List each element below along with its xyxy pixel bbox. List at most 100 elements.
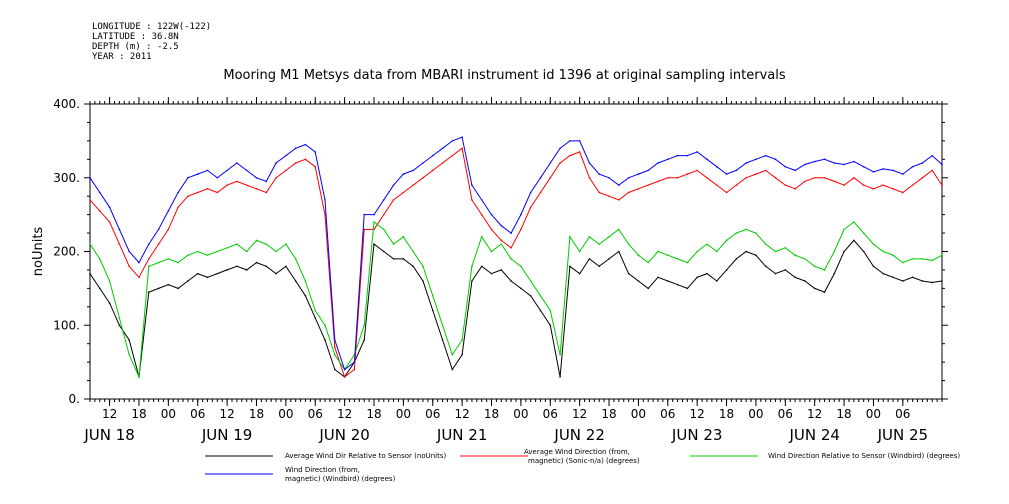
series-4-point	[764, 154, 767, 157]
series-2-point	[735, 184, 738, 186]
series-1-point	[167, 283, 170, 286]
series-1-point	[823, 291, 826, 293]
series-4-point	[676, 154, 679, 157]
series-1-point	[911, 276, 914, 279]
series-4-point	[735, 169, 738, 172]
series-1-point	[804, 280, 806, 282]
series-4-point	[431, 154, 434, 157]
series-3-point	[216, 250, 219, 253]
series-3-point	[206, 254, 209, 256]
series-2-point	[265, 191, 268, 194]
series-3-point	[755, 232, 757, 234]
series-4-point	[892, 169, 894, 172]
series-3-point	[265, 243, 268, 245]
series-3-point	[892, 254, 894, 256]
series-4-point	[872, 171, 875, 173]
series-4-point	[588, 162, 591, 164]
series-2-point	[177, 206, 179, 209]
series-3-point	[539, 294, 542, 297]
series-3-point	[598, 243, 601, 245]
series-4-point	[823, 158, 826, 161]
x-tick-label: 18	[366, 407, 381, 421]
series-4-point	[294, 147, 297, 150]
series-line-2	[89, 147, 943, 378]
meta-longitude: LONGITUDE : 122W(-122)	[92, 22, 212, 32]
series-1-point	[108, 302, 111, 304]
series-2-point	[559, 162, 561, 164]
x-tick-label: 00	[161, 407, 176, 421]
series-1-point	[471, 280, 473, 282]
series-4-point	[539, 176, 542, 179]
series-3-point	[706, 243, 708, 245]
legend-label-2-line2: magnetic) (Sonic-n/a) (degrees)	[528, 457, 640, 465]
series-4-point	[500, 224, 503, 227]
series-2-point	[794, 188, 796, 190]
series-1-point	[89, 272, 91, 275]
series-1-point	[725, 269, 728, 271]
series-2-point	[872, 188, 875, 190]
y-tick-label: 100.	[53, 318, 80, 332]
series-1-point	[490, 272, 493, 275]
series-1-point	[177, 287, 179, 290]
series-4-point	[118, 228, 121, 231]
series-2-point	[764, 169, 767, 172]
series-1-point	[647, 287, 650, 290]
series-3-point	[578, 250, 581, 253]
series-2-point	[108, 221, 111, 223]
series-2-point	[353, 368, 356, 371]
series-3-point	[304, 280, 307, 282]
series-2-point	[363, 228, 366, 231]
series-1-point	[382, 250, 385, 253]
series-4-point	[343, 368, 346, 371]
series-4-point	[402, 173, 405, 175]
series-2-point	[549, 176, 552, 179]
series-3-point	[138, 376, 140, 378]
series-2-point	[138, 276, 140, 279]
series-3-point	[255, 239, 258, 242]
series-1-point	[157, 287, 160, 290]
series-1-point	[921, 280, 924, 282]
series-3-point	[843, 228, 845, 231]
series-4-point	[529, 191, 532, 194]
series-2-point	[823, 176, 826, 179]
series-3-point	[490, 250, 493, 253]
series-2-point	[412, 184, 414, 186]
series-1-point	[794, 276, 796, 279]
date-label: JUN 25	[877, 426, 928, 444]
series-1-point	[187, 280, 189, 282]
series-4-point	[422, 162, 424, 164]
series-2-point	[402, 191, 405, 194]
series-line-4	[89, 136, 943, 371]
x-tick-label: 12	[572, 407, 587, 421]
x-tick-label: 18	[601, 407, 616, 421]
series-3-point	[862, 232, 865, 234]
series-3-point	[147, 265, 150, 268]
series-2-point	[167, 228, 170, 231]
series-1-point	[206, 276, 209, 279]
y-tick-label: 200.	[53, 245, 80, 259]
series-3-point	[715, 250, 718, 253]
series-1-point	[500, 269, 503, 271]
series-2-point	[637, 188, 640, 190]
series-line-1	[89, 239, 943, 378]
series-4-point	[666, 158, 669, 161]
series-4-point	[686, 154, 689, 157]
series-1-point	[118, 324, 121, 327]
series-3-point	[510, 258, 512, 260]
series-3-point	[177, 261, 179, 264]
legend-label-4-line2: magnetic) (Windbird) (degrees)	[285, 475, 396, 483]
series-2-point	[500, 239, 503, 242]
y-tick-label: 300.	[53, 171, 80, 185]
series-1-point	[216, 272, 219, 275]
series-4-point	[715, 165, 718, 168]
series-2-point	[490, 228, 493, 231]
series-2-point	[206, 188, 209, 190]
series-3-point	[451, 353, 454, 356]
x-tick-label: 18	[836, 407, 851, 421]
series-1-point	[451, 368, 454, 371]
series-1-point	[480, 265, 483, 268]
series-4-point	[108, 206, 111, 209]
series-1-point	[882, 272, 885, 275]
series-1-point	[529, 294, 532, 297]
series-1-point	[402, 258, 405, 260]
